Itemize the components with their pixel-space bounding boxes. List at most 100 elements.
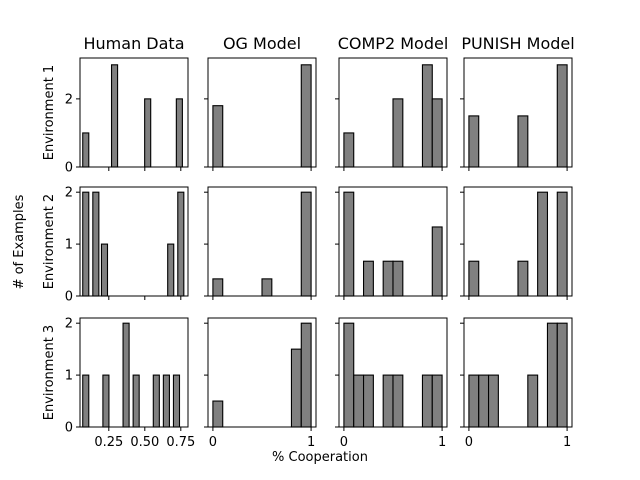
y-tick-label: 0 [65, 421, 73, 436]
x-tick-label: 1 [563, 435, 571, 450]
x-tick-label: 1 [307, 435, 315, 450]
x-tick-label: 0.50 [130, 435, 159, 450]
histogram-bar [300, 322, 312, 428]
y-tick-label: 2 [65, 92, 73, 107]
histogram-bar [172, 374, 181, 428]
panel-frame [79, 186, 189, 297]
histogram-bar [468, 115, 480, 168]
x-tick-label: 0 [465, 435, 473, 450]
histogram-bar [162, 374, 170, 428]
panel-frame [207, 186, 317, 297]
panel-frame [207, 317, 317, 428]
row-label: Environment 1 [42, 65, 57, 160]
panel-grid: Human Data OG Model COMP2 Model PUNISH Mode… [42, 34, 575, 450]
histogram-panel [204, 57, 317, 171]
x-tick-label: 0.75 [166, 435, 195, 450]
x-tick-label: 1 [438, 435, 446, 450]
column-title: Human Data [84, 34, 185, 53]
column-title: PUNISH Model [461, 34, 574, 53]
histogram-bar [517, 260, 529, 297]
panel-frame [338, 317, 448, 428]
histogram-bar [431, 226, 443, 297]
y-tick-label: 2 [65, 317, 73, 332]
histogram-bar [82, 132, 90, 168]
y-tick-label: 0 [65, 290, 73, 305]
histogram-bar [261, 278, 273, 297]
histogram-bar [362, 374, 374, 428]
x-axis-label: % Cooperation [272, 450, 368, 465]
histogram-bar [468, 260, 480, 297]
panel-frame [463, 317, 573, 428]
histogram-bar [212, 105, 224, 168]
histogram-panel [460, 57, 573, 171]
row-label: Environment 3 [42, 325, 57, 420]
histogram-panel [335, 57, 448, 171]
panel-frame [79, 57, 189, 168]
panel-frame [338, 186, 448, 297]
histogram-bar [343, 191, 355, 297]
histogram-bar [100, 243, 109, 297]
histogram-panel: 0 1 2 [65, 186, 189, 305]
y-axis-label: # of Examples [12, 194, 27, 289]
histogram-bar [487, 374, 499, 428]
histogram-panel: 02 [65, 57, 189, 176]
histogram-bar [556, 64, 568, 168]
histogram-bar [392, 374, 404, 428]
histogram-bar [132, 374, 140, 428]
histogram-bar [421, 374, 433, 428]
histogram-bar [431, 98, 443, 168]
histogram-bar [468, 374, 480, 428]
histogram-bar [353, 374, 365, 428]
histogram-bar [177, 191, 185, 297]
histogram-bar [478, 374, 490, 428]
histogram-bar [92, 191, 100, 297]
panel-frame [207, 57, 317, 168]
histogram-bar [343, 322, 355, 428]
histogram-bar [392, 98, 404, 168]
row-label: Environment 2 [42, 194, 57, 289]
histogram-bar [527, 374, 539, 428]
x-tick-label: 0 [209, 435, 217, 450]
histogram-panel [204, 186, 317, 300]
histogram-bar [110, 64, 119, 168]
histogram-bar [382, 260, 394, 297]
x-tick-label: 0 [340, 435, 348, 450]
y-tick-label: 1 [65, 369, 73, 384]
histogram-bar [82, 191, 90, 297]
histogram-bar [290, 348, 302, 428]
histogram-bar [122, 322, 130, 428]
histogram-bar [362, 260, 374, 297]
histogram-panel: 0 1 2 0.25 0.50 0.75 [65, 317, 196, 450]
histogram-bar [212, 400, 224, 428]
histogram-bar [82, 374, 90, 428]
histogram-bar [431, 374, 443, 428]
y-tick-label: 0 [65, 161, 73, 176]
histogram-bar [175, 98, 183, 168]
y-tick-label: 2 [65, 186, 73, 201]
histogram-bar [517, 115, 529, 168]
histogram-bar [102, 374, 110, 428]
x-tick-label: 0.25 [94, 435, 123, 450]
histogram-bar [556, 191, 568, 297]
panel-frame [338, 57, 448, 168]
panel-frame [463, 57, 573, 168]
histogram-panel [335, 186, 448, 300]
histogram-bar [537, 191, 549, 297]
histogram-bar [421, 64, 433, 168]
histogram-bar [343, 132, 355, 168]
histogram-bar [556, 322, 568, 428]
histogram-bar [546, 322, 558, 428]
histogram-bar [382, 374, 394, 428]
histogram-panel [460, 186, 573, 300]
histogram-bar [144, 98, 152, 168]
histogram-bar [300, 64, 312, 168]
histogram-bar [392, 260, 404, 297]
column-title: COMP2 Model [338, 34, 449, 53]
histogram-bar [300, 191, 312, 297]
panel-frame [79, 317, 189, 428]
column-title: OG Model [223, 34, 301, 53]
